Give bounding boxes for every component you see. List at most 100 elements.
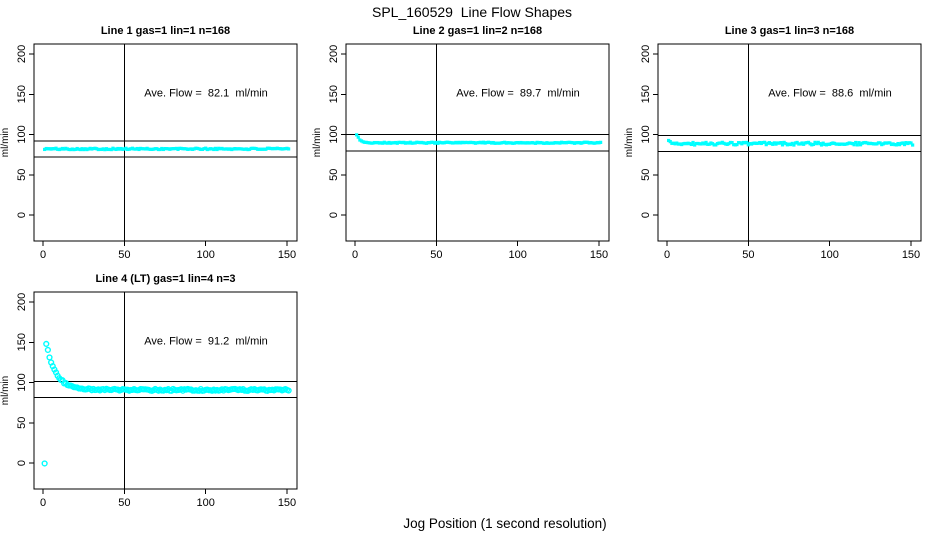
data-point <box>218 147 222 151</box>
panel-line1: 0 50 100 150 0 50 100 150 200 ml/min <box>0 43 298 261</box>
data-point <box>168 147 172 151</box>
data-point <box>228 147 232 151</box>
data-point <box>452 141 456 145</box>
data-point <box>390 141 395 145</box>
data-point <box>797 142 801 146</box>
data-point <box>400 141 404 145</box>
data-point <box>681 142 685 146</box>
data-point <box>573 141 577 145</box>
data-point <box>730 141 734 145</box>
y-axis-label: ml/min <box>0 128 11 157</box>
annotation-ave-flow-line1: Ave. Flow = 82.1 ml/min <box>144 87 268 100</box>
data-point <box>359 139 364 143</box>
panel-line3-axes: 0 50 100 150 0 50 100 150 200 ml/min <box>624 45 920 261</box>
data-point <box>490 141 494 145</box>
data-point <box>748 142 752 146</box>
data-point <box>776 141 780 145</box>
data-point <box>719 141 723 145</box>
data-point <box>148 147 152 151</box>
data-point <box>246 147 250 152</box>
data-point <box>77 147 81 151</box>
data-point <box>424 141 429 145</box>
panel-line2-box <box>345 43 610 242</box>
data-point <box>558 141 562 145</box>
y-tick-label: 150 <box>16 333 28 351</box>
data-point <box>889 142 894 147</box>
data-point <box>858 143 863 147</box>
data-point <box>845 142 850 146</box>
data-point <box>389 141 393 145</box>
data-point <box>880 143 884 147</box>
data-point <box>226 147 231 151</box>
data-point <box>811 142 816 147</box>
data-point <box>589 140 593 145</box>
data-point <box>112 147 117 151</box>
data-point <box>371 141 375 145</box>
data-point <box>225 147 229 151</box>
data-point <box>696 141 700 146</box>
x-tick-label: 150 <box>278 249 296 261</box>
data-point <box>844 142 848 146</box>
data-point <box>204 146 208 150</box>
data-point <box>563 140 567 145</box>
data-point <box>806 140 811 144</box>
data-point <box>197 147 201 151</box>
panel-line1-reference-lines <box>34 44 297 241</box>
data-point <box>569 140 573 145</box>
data-point <box>701 141 705 145</box>
data-point <box>678 142 682 146</box>
data-point <box>550 141 554 145</box>
data-point <box>841 142 845 146</box>
y-tick-label: 100 <box>16 125 28 143</box>
data-point <box>192 147 196 151</box>
data-point <box>821 141 825 145</box>
y-tick-label: 100 <box>328 125 340 143</box>
data-point <box>802 142 806 146</box>
data-point <box>671 141 676 145</box>
data-point <box>86 147 91 151</box>
data-point <box>529 141 533 145</box>
data-point <box>437 140 442 144</box>
data-point <box>230 147 234 152</box>
data-point <box>184 147 188 151</box>
data-point <box>689 142 694 147</box>
data-point <box>592 141 596 145</box>
data-point <box>125 147 130 152</box>
data-point <box>712 143 716 147</box>
data-point <box>688 142 692 146</box>
data-point <box>594 141 598 145</box>
data-point <box>498 141 502 145</box>
data-point <box>236 147 240 151</box>
data-point <box>356 135 360 139</box>
data-point <box>723 142 728 146</box>
data-point <box>823 142 827 147</box>
data-point <box>795 140 799 145</box>
data-point <box>532 141 536 145</box>
data-point <box>213 146 218 150</box>
y-tick-label: 200 <box>328 45 340 63</box>
x-tick-label: 0 <box>664 249 670 261</box>
data-point <box>278 147 283 151</box>
data-point <box>287 147 291 151</box>
data-point <box>421 141 425 145</box>
data-point <box>275 146 279 150</box>
data-point <box>673 142 677 146</box>
data-point <box>189 147 193 151</box>
y-tick-label: 0 <box>16 460 28 466</box>
data-point <box>377 141 382 145</box>
x-tick-label: 150 <box>902 249 920 261</box>
data-point <box>282 147 286 151</box>
data-point <box>785 143 789 147</box>
data-point <box>413 141 417 145</box>
data-point <box>803 141 807 145</box>
data-point <box>221 147 226 151</box>
data-point <box>537 141 541 145</box>
data-point <box>896 141 900 146</box>
data-point <box>467 141 471 145</box>
data-point <box>831 141 835 145</box>
data-point <box>62 147 66 151</box>
data-point <box>217 146 221 150</box>
data-point <box>147 147 151 151</box>
data-point <box>382 140 386 144</box>
data-point <box>507 141 512 145</box>
